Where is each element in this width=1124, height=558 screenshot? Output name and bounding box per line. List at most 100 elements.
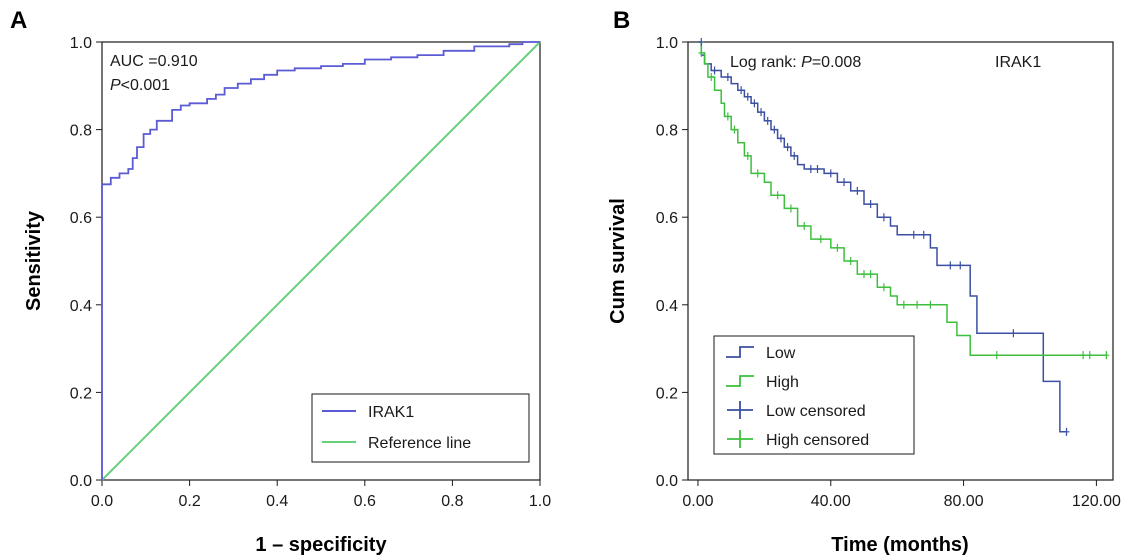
roc-y-tick-label-2: 0.4 [70, 298, 92, 315]
km-censor-high-11 [847, 257, 854, 265]
km-curve-low [698, 41, 1067, 433]
km-y-ticks: 0.0 0.2 0.4 0.6 0.8 1.0 [656, 35, 688, 490]
km-censor-low-4 [744, 92, 751, 101]
km-x-axis-label: Time (months) [831, 534, 968, 556]
km-censor-high-8 [801, 221, 808, 230]
km-censor-high-13 [867, 270, 874, 279]
logrank-annotation: Log rank: P=0.008 [730, 54, 861, 71]
km-censor-low-8 [771, 125, 778, 134]
roc-y-axis-label: Sensitivity [23, 210, 45, 311]
km-censor-low-6 [758, 108, 765, 117]
logrank-prefix: Log rank: [730, 54, 801, 71]
km-censor-low-22 [957, 261, 964, 270]
km-censor-high-17 [927, 300, 934, 309]
roc-p-value: <0.001 [121, 77, 170, 94]
km-legend-swatch-low-censored [727, 401, 753, 419]
km-legend-label-high-censored: High censored [766, 432, 869, 449]
roc-legend-label-reference: Reference line [368, 435, 471, 452]
km-x-tick-label-2: 80.00 [944, 493, 984, 510]
roc-p-annotation: P<0.001 [110, 77, 170, 94]
km-y-tick-label-3: 0.6 [656, 210, 678, 227]
km-legend-swatch-high [726, 375, 754, 387]
km-censor-marks [698, 38, 1110, 436]
roc-curve-irak1 [101, 41, 540, 480]
km-censor-low-18 [880, 213, 887, 222]
roc-p-italic: P [110, 77, 121, 94]
km-curve-high [698, 41, 1107, 356]
km-x-tick-label-1: 40.00 [811, 493, 851, 510]
roc-x-tick-label-0: 0.0 [91, 493, 113, 510]
logrank-p-value: =0.008 [812, 54, 861, 71]
km-censor-low-3 [738, 86, 745, 95]
km-censor-high-9 [817, 235, 824, 244]
km-y-tick-label-2: 0.4 [656, 298, 678, 315]
auc-annotation: AUC =0.910 [110, 53, 198, 70]
roc-y-tick-label-3: 0.6 [70, 210, 92, 227]
km-censor-high-5 [754, 169, 761, 178]
km-censor-high-1 [708, 73, 715, 82]
km-censor-high-14 [880, 283, 887, 292]
km-y-tick-label-4: 0.8 [656, 123, 678, 140]
roc-legend: IRAK1 Reference line [311, 393, 530, 463]
roc-reference-line [101, 41, 541, 481]
km-censor-low-21 [947, 261, 954, 270]
roc-legend-label-irak1: IRAK1 [368, 404, 414, 421]
roc-x-ticks: 0.0 0.2 0.4 0.6 0.8 1.0 [91, 480, 551, 510]
km-gene-annotation: IRAK1 [995, 54, 1041, 71]
roc-y-tick-label-0: 0.0 [70, 473, 92, 490]
km-censor-low-24 [1063, 427, 1070, 436]
km-censor-low-9 [777, 134, 784, 143]
km-censor-high-0 [698, 48, 705, 57]
logrank-p-italic: P [801, 54, 812, 71]
km-y-tick-label-1: 0.2 [656, 385, 678, 402]
roc-x-axis-label: 1 – specificity [255, 534, 387, 556]
km-legend-label-low-censored: Low censored [766, 403, 866, 420]
km-censor-high-15 [900, 300, 907, 309]
panel-label-b: B [613, 7, 630, 34]
panel-label-a: A [10, 7, 27, 34]
roc-y-ticks: 0.0 0.2 0.4 0.6 0.8 1.0 [70, 35, 102, 490]
km-legend-label-low: Low [766, 345, 796, 362]
km-censor-low-15 [841, 178, 848, 187]
km-legend-swatch-low [726, 346, 754, 358]
km-y-axis-label: Cum survival [607, 198, 629, 324]
km-censor-high-10 [834, 243, 841, 252]
km-censor-low-20 [920, 230, 927, 239]
roc-panel: A 0.0 0.2 0.4 0.6 0.8 1.0 0.00.20.40.60.81.0 … [10, 7, 551, 556]
km-censor-high-20 [1086, 351, 1093, 360]
km-censor-low-1 [711, 66, 718, 75]
km-censor-low-2 [724, 73, 731, 82]
km-censor-high-19 [1080, 351, 1087, 360]
km-legend-swatch-high-censored [727, 430, 753, 448]
km-x-ticks: 0.00 40.00 80.00 120.00 [682, 480, 1121, 510]
roc-y-tick-label-1: 0.2 [70, 385, 92, 402]
km-legend-box [713, 335, 915, 455]
roc-lines [101, 41, 541, 481]
km-x-tick-label-3: 120.00 [1072, 493, 1121, 510]
km-legend: Low High Low censored High censored [713, 335, 915, 455]
km-y-tick-label-0: 0.0 [656, 473, 678, 490]
km-censor-low-13 [814, 165, 821, 174]
km-censor-low-12 [807, 165, 814, 174]
roc-x-tick-label-3: 0.6 [354, 493, 376, 510]
km-plot-area [687, 41, 1114, 481]
km-panel: B 0.00 40.00 80.00 120.00 0.0 0.2 0.4 0.6 0.8 1.… [607, 7, 1121, 556]
km-censor-low-5 [751, 99, 758, 108]
km-censor-high-21 [1103, 351, 1110, 360]
km-censor-high-6 [774, 191, 781, 200]
km-censor-low-11 [791, 151, 798, 160]
km-censor-low-17 [867, 200, 874, 209]
km-censor-low-0 [698, 38, 705, 46]
km-censor-high-12 [860, 270, 867, 279]
roc-x-tick-label-2: 0.4 [266, 493, 288, 510]
km-censor-high-3 [731, 125, 738, 134]
km-legend-label-high: High [766, 374, 799, 391]
roc-y-tick-label-4: 0.8 [70, 123, 92, 140]
km-censor-high-7 [787, 204, 794, 213]
km-y-tick-label-5: 1.0 [656, 35, 678, 52]
km-censor-low-16 [854, 186, 861, 195]
km-censor-low-7 [764, 116, 771, 125]
km-censor-low-23 [1010, 329, 1017, 338]
roc-x-tick-label-1: 0.2 [178, 493, 200, 510]
